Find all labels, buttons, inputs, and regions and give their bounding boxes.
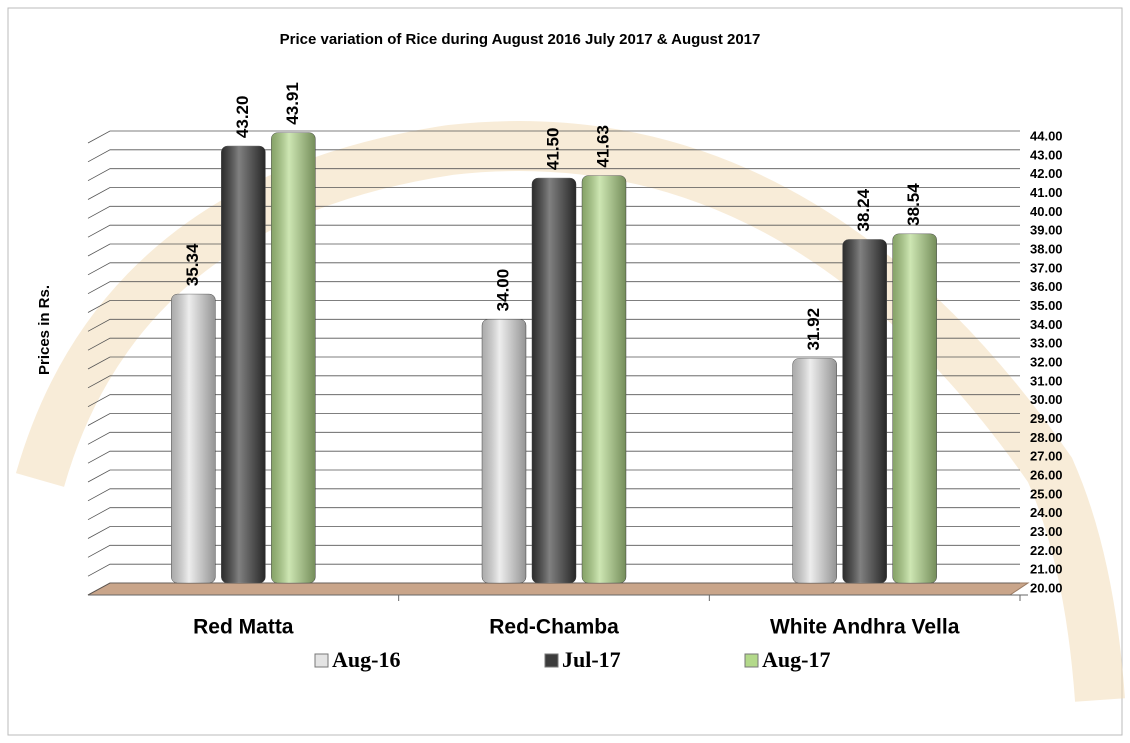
grid-line [87,149,1020,163]
grid-line [87,488,1020,502]
grid-line [87,262,1020,276]
data-label: 34.00 [493,269,512,312]
y-tick-label: 23.00 [1030,524,1063,539]
y-tick-label: 33.00 [1030,336,1063,351]
grid-line [87,205,1020,219]
y-axis-label: Prices in Rs. [36,285,53,375]
bar-shade [171,294,216,583]
grid-line [87,450,1020,464]
grid-line [87,224,1020,238]
grid-line [87,413,1020,426]
y-tick-label: 39.00 [1030,223,1063,238]
y-tick-label: 42.00 [1030,166,1063,181]
grid-line [87,168,1020,182]
grid-line [87,243,1020,257]
floor [87,582,1030,596]
grid-line [87,356,1020,370]
y-tick-label: 37.00 [1030,260,1063,275]
y-tick-label: 24.00 [1030,505,1063,520]
bar-shade [482,319,526,583]
grid-line [87,526,1020,539]
y-tick-label: 26.00 [1030,467,1063,482]
y-tick-label: 43.00 [1030,147,1063,162]
grid-line [87,300,1020,313]
y-tick-label: 25.00 [1030,486,1063,501]
grid-line [87,281,1020,295]
grid-line [87,507,1020,521]
y-tick-label: 20.00 [1030,580,1063,595]
bar-shade [582,175,626,583]
grid-line [87,469,1020,483]
grid-line [87,394,1020,408]
y-tick-label: 29.00 [1030,411,1063,426]
y-tick-label: 35.00 [1030,298,1063,313]
data-label: 43.20 [233,96,252,139]
y-tick-label: 36.00 [1030,279,1063,294]
bar-shade [792,358,837,583]
y-tick-label: 30.00 [1030,392,1063,407]
bar-shade [532,178,576,584]
bar-shade [271,132,316,583]
x-tick-label: Red-Chamba [489,616,619,639]
legend-label: Aug-16 [332,647,400,672]
grid-line [87,563,1020,577]
y-tick-label: 28.00 [1030,430,1063,445]
grid-line [87,187,1020,200]
grid-line [87,582,1020,596]
grid-line [87,375,1020,389]
x-tick-label: Red Matta [193,616,294,639]
data-label: 31.92 [804,308,823,351]
data-label: 35.34 [183,243,202,286]
grid-line [87,544,1020,558]
data-label: 41.63 [593,125,612,168]
x-tick-label: White Andhra Vella [770,616,960,639]
y-tick-label: 38.00 [1030,241,1063,256]
y-tick-label: 31.00 [1030,373,1063,388]
y-tick-label: 40.00 [1030,204,1063,219]
data-label: 41.50 [543,128,562,171]
y-tick-label: 34.00 [1030,317,1063,332]
grid-line [87,130,1020,144]
legend-label: Jul-17 [562,647,621,672]
y-tick-label: 41.00 [1030,185,1063,200]
y-tick-label: 21.00 [1030,562,1063,577]
bar-shade [892,233,937,583]
grid-line [87,318,1020,332]
bar-shade [842,239,887,584]
legend-label: Aug-17 [762,647,830,672]
y-tick-label: 27.00 [1030,449,1063,464]
legend-swatch [744,653,759,668]
y-tick-label: 32.00 [1030,354,1063,369]
data-label: 43.91 [283,82,302,125]
y-tick-label: 44.00 [1030,128,1063,143]
bar-shade [221,146,266,584]
chart-title: Price variation of Rice during August 20… [280,31,761,48]
grid-line [87,431,1020,445]
y-tick-label: 22.00 [1030,543,1063,558]
data-label: 38.24 [854,188,873,231]
grid-line [87,337,1020,351]
data-label: 38.54 [904,183,923,226]
legend-swatch [544,653,559,668]
legend-swatch [314,653,329,668]
